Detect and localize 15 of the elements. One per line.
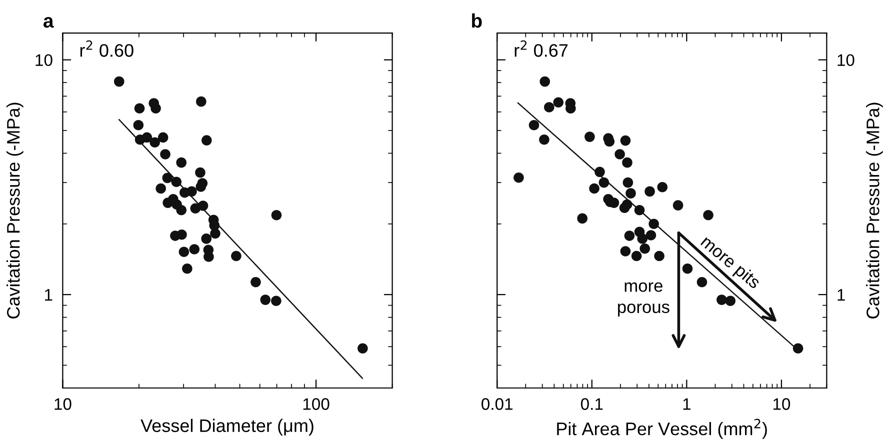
- x-tick-label: 0.1: [580, 398, 603, 410]
- x-tick-label: 10: [54, 398, 72, 410]
- chart-title: b: [472, 13, 482, 28]
- y-axis-title: Cavitation Pressure (-MPa): [866, 102, 883, 318]
- x-tick-label: 10: [773, 398, 790, 410]
- x-axis-title: Vessel Diameter (μm): [140, 418, 314, 436]
- chart-title: a: [44, 17, 54, 28]
- annotation: more porous: [618, 282, 670, 317]
- x-tick-label: 1: [683, 398, 690, 410]
- x-axis-title: Pit Area Per Vessel (mm$^{2}$): [557, 418, 767, 439]
- y-axis-title: Cavitation Pressure (-MPa): [6, 102, 24, 318]
- x-tick-label: 0.01: [482, 398, 513, 410]
- annotation: r$^{2}$ 0.67: [514, 40, 568, 57]
- x-tick-label: 100: [303, 398, 330, 410]
- annotation: r$^{2}$ 0.60: [80, 40, 134, 57]
